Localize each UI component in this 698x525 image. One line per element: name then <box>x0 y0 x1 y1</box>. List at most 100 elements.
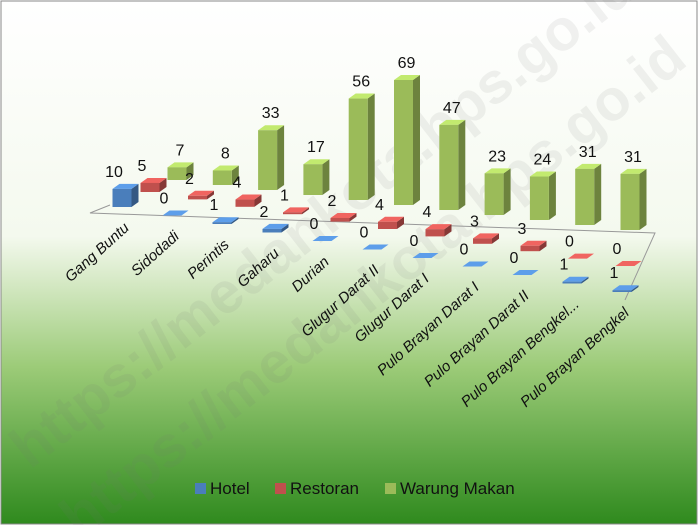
data-label: 0 <box>160 191 169 208</box>
bar-side <box>397 216 404 229</box>
legend-swatch <box>195 483 206 494</box>
bar <box>235 199 255 207</box>
bar <box>212 170 232 185</box>
data-label: 33 <box>262 105 280 122</box>
bar-top <box>529 171 556 177</box>
data-label: 69 <box>398 55 416 72</box>
bar-top <box>568 253 594 259</box>
bar <box>283 212 302 215</box>
bar-side <box>539 240 547 252</box>
bar-top <box>615 261 642 266</box>
bar-top <box>620 168 647 174</box>
bar-top <box>439 119 466 125</box>
data-label: 0 <box>510 250 519 267</box>
bar-top <box>462 261 489 267</box>
data-label: 24 <box>534 152 552 169</box>
bar-top <box>520 240 547 246</box>
bar <box>188 195 207 200</box>
bar <box>258 130 278 190</box>
bar-top <box>378 216 404 222</box>
bar-top <box>188 190 214 196</box>
data-label: 8 <box>221 146 230 163</box>
bar-side <box>581 276 589 284</box>
bar-side <box>367 93 375 200</box>
data-label: 4 <box>423 204 432 221</box>
data-label: 0 <box>613 241 622 258</box>
bar-side <box>594 163 602 225</box>
bar <box>378 221 397 229</box>
bar-side <box>254 194 262 207</box>
bar-side <box>302 207 309 215</box>
bar-top <box>212 165 239 171</box>
bar-top <box>330 212 357 218</box>
bar-top <box>212 217 239 223</box>
bar-top <box>484 168 511 174</box>
bar <box>303 164 323 195</box>
data-label: 0 <box>410 233 419 250</box>
data-label: 1 <box>280 187 289 204</box>
bar <box>262 228 282 233</box>
legend-swatch <box>385 483 396 494</box>
bar-side <box>231 165 239 185</box>
bar-top <box>140 177 167 183</box>
floor-edge <box>89 204 656 301</box>
bar-top <box>394 75 420 80</box>
bar-side <box>349 212 357 222</box>
bar <box>575 168 595 225</box>
data-label: 5 <box>138 158 147 175</box>
data-label: 47 <box>443 100 461 117</box>
bar-side <box>444 224 452 237</box>
bar-top <box>512 270 539 275</box>
legend-label: Restoran <box>290 479 359 498</box>
bar-side <box>281 223 289 233</box>
bar-top <box>348 93 375 99</box>
bar-side <box>231 217 239 224</box>
bar <box>520 245 540 252</box>
bar-top <box>425 224 452 230</box>
bar <box>112 188 132 207</box>
data-label: 3 <box>518 221 527 238</box>
bar-top <box>575 163 602 169</box>
bar-top <box>562 276 589 282</box>
bar-top <box>167 162 194 168</box>
data-label: 2 <box>328 193 337 210</box>
bar-top <box>162 210 189 216</box>
bar-side <box>631 285 639 292</box>
bar-side <box>207 190 214 200</box>
bar-top <box>258 125 285 131</box>
bar-top <box>362 244 389 250</box>
bar-side <box>277 125 285 190</box>
bar <box>562 281 582 284</box>
data-label: 0 <box>565 234 574 251</box>
data-label: 23 <box>488 148 506 165</box>
data-label: 0 <box>360 225 369 242</box>
bar-side <box>639 168 647 230</box>
bar-side <box>159 177 167 192</box>
bar-top <box>612 285 639 291</box>
bar-top <box>412 253 439 258</box>
bar <box>348 98 368 200</box>
bar-side <box>548 171 556 220</box>
bar-side <box>492 233 499 244</box>
bar-top <box>235 194 262 200</box>
bar <box>425 229 445 237</box>
data-label: 31 <box>624 149 642 166</box>
bar <box>529 176 549 220</box>
bar-side <box>503 168 511 215</box>
legend-swatch <box>275 483 286 494</box>
data-label: 56 <box>352 74 370 91</box>
data-label: 3 <box>470 213 479 230</box>
bar-side <box>186 162 194 180</box>
bar <box>612 290 632 292</box>
data-label: 2 <box>185 171 194 188</box>
data-label: 4 <box>375 197 384 214</box>
bar-top <box>262 223 289 229</box>
bar <box>167 167 187 180</box>
bar-top <box>303 159 330 165</box>
legend-label: Hotel <box>210 479 250 498</box>
data-label: 7 <box>176 142 185 159</box>
bar-side <box>458 119 466 210</box>
